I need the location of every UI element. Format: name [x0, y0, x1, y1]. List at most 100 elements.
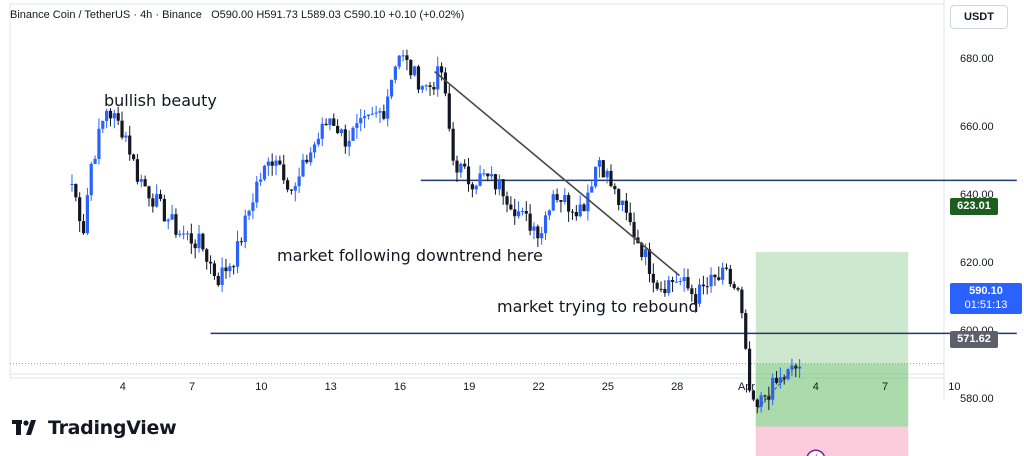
loss-zone — [755, 426, 909, 456]
candle-body — [632, 222, 636, 238]
stop-price-badge: 571.62 — [950, 331, 998, 348]
candle-body — [155, 194, 159, 207]
candle-body — [659, 288, 663, 290]
candle-body — [705, 286, 709, 288]
candle-body — [151, 198, 155, 207]
x-tick-label: 4 — [120, 381, 126, 393]
candle-body — [424, 85, 428, 87]
candle-body — [239, 241, 243, 243]
x-tick-label: 16 — [394, 381, 406, 393]
candle-body — [428, 85, 432, 87]
candle-body — [347, 140, 351, 147]
candle-body — [524, 211, 528, 214]
candle-body — [243, 215, 247, 243]
candle-body — [374, 112, 378, 114]
candle-body — [120, 120, 124, 138]
candle-body — [316, 138, 320, 145]
candle-body — [513, 209, 517, 217]
y-tick-label: 580.00 — [960, 393, 994, 405]
candle-body — [694, 294, 698, 304]
candle-body — [339, 129, 344, 134]
candle-body — [543, 215, 548, 234]
brand-name: TradingView — [48, 417, 177, 439]
annotation-rebound: market trying to rebound — [497, 297, 699, 316]
candle-body — [447, 93, 451, 129]
candle-body — [147, 186, 151, 199]
x-tick-label: 7 — [882, 381, 888, 393]
candle-body — [640, 243, 644, 258]
candle-body — [401, 55, 405, 57]
candle-body — [293, 186, 297, 191]
profit-zone — [755, 251, 909, 364]
candle-body — [463, 163, 467, 167]
candle-body — [305, 159, 309, 163]
currency-button[interactable]: USDT — [950, 5, 1008, 29]
interval-label[interactable]: 4h — [140, 9, 153, 21]
candle-body — [443, 72, 448, 94]
candle-body — [744, 313, 748, 349]
candle-body — [416, 66, 421, 90]
candle-body — [224, 267, 228, 272]
exchange-label: Binance — [162, 9, 202, 21]
candle-body — [605, 170, 609, 178]
candle-body — [324, 123, 328, 125]
candle-body — [794, 365, 798, 369]
candle-body — [551, 194, 555, 211]
candle-body — [559, 199, 563, 202]
candle-body — [597, 160, 602, 167]
ohlc-readout: O590.00 H591.73 L589.03 C590.10 +0.10 (+… — [211, 9, 465, 21]
candle-body — [197, 233, 201, 249]
tradingview-logo[interactable]: TradingView — [12, 417, 177, 439]
candle-body — [366, 114, 371, 117]
candle-body — [201, 233, 205, 250]
x-tick-label: 28 — [671, 381, 683, 393]
bar-countdown: 01:51:13 — [964, 299, 1008, 311]
candle-body — [386, 96, 390, 119]
candle-body — [189, 233, 193, 244]
downtrend-line — [434, 70, 681, 277]
candle-body — [97, 128, 101, 159]
candle-body — [232, 266, 236, 268]
candle-body — [93, 158, 97, 164]
candle-body — [343, 129, 347, 147]
candle-body — [182, 233, 186, 235]
candle-body — [486, 173, 490, 177]
candle-body — [89, 163, 93, 196]
candle-body — [759, 395, 763, 407]
candle-body — [128, 135, 132, 155]
candle-body — [312, 144, 317, 153]
symbol-name[interactable]: Binance Coin / TetherUS — [10, 9, 131, 21]
candle-body — [736, 288, 740, 290]
candle-body — [647, 249, 652, 274]
candle-body — [740, 289, 744, 314]
candle-body — [235, 241, 240, 267]
candle-body — [474, 185, 478, 190]
x-tick-label: 10 — [255, 381, 267, 393]
candle-body — [701, 284, 705, 287]
candle-body — [116, 113, 120, 121]
candle-body — [774, 377, 779, 383]
candle-body — [667, 280, 671, 294]
candle-body — [763, 395, 767, 397]
candle-body — [185, 233, 190, 235]
candle-body — [590, 186, 594, 193]
candle-body — [663, 288, 667, 294]
candle-body — [289, 189, 294, 191]
entry-zone — [755, 363, 909, 427]
candle-body — [101, 120, 105, 129]
candle-body — [628, 212, 632, 223]
candle-body — [771, 377, 775, 400]
y-tick-label: 680.00 — [960, 53, 994, 65]
candle-body — [620, 200, 625, 206]
candle-body — [790, 365, 794, 370]
lightning-bolt-icon — [815, 453, 818, 456]
candle-body — [721, 267, 725, 280]
x-tick-label: 25 — [602, 381, 614, 393]
x-tick-label: 4 — [813, 381, 819, 393]
candle-body — [409, 59, 413, 76]
candle-body — [798, 366, 802, 369]
candle-body — [528, 213, 532, 231]
candle-body — [593, 166, 598, 187]
annotation-bullish: bullish beauty — [104, 91, 217, 110]
